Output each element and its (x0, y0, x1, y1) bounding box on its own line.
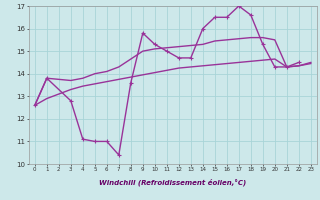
X-axis label: Windchill (Refroidissement éolien,°C): Windchill (Refroidissement éolien,°C) (99, 178, 246, 186)
